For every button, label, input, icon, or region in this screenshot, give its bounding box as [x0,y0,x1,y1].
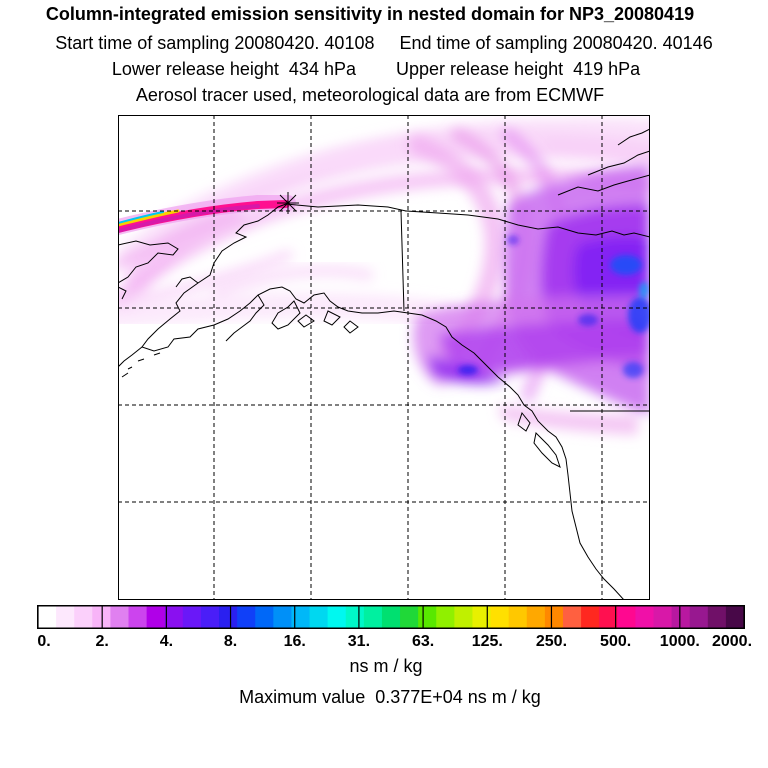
colorbar-segment [562,606,582,628]
figure-title: Column-integrated emission sensitivity i… [45,4,695,24]
release-plume-band [118,195,296,235]
maximum-value-label: Maximum value 0.377E+04 ns m / kg [239,687,541,707]
colorbar-segment [725,606,745,628]
colorbar-tick-label: 2000. [711,633,753,650]
colorbar-frame [37,605,745,629]
colorbar-tick-label: 4. [159,633,174,650]
colorbar-segment [164,606,184,628]
colorbar-segment [56,606,75,628]
colorbar-tick-label: 1000. [659,633,700,650]
colorbar-segment [671,606,691,628]
colorbar-tick-label: 250. [535,633,568,650]
colorbar-segment [381,606,401,628]
sampling-times: Start time of sampling 20080420. 40108 E… [55,33,713,53]
release-point-star-marker [277,192,299,214]
colorbar-segment [472,606,492,628]
colorbar-tick-label: 8. [223,633,238,650]
colorbar-tick-label: 500. [600,633,632,650]
colorbar-segment [273,606,292,628]
colorbar-segment [400,606,419,628]
colorbar-tick-label: 16. [283,633,306,650]
colorbar [37,605,745,629]
colorbar-segment [110,606,130,628]
colorbar-tick-label: 63. [411,633,435,650]
colorbar-segment [490,606,510,628]
colorbar-segment [345,606,365,628]
graticule [118,115,650,600]
colorbar-segment [653,606,673,628]
colorbar-segment [128,606,148,628]
colorbar-segment [635,606,654,628]
colorbar-segment [200,606,220,628]
colorbar-segment [237,606,256,628]
colorbar-tick-label: 125. [471,633,503,650]
colorbar-segment [327,606,347,628]
colorbar-segment [508,606,528,628]
sensitivity-map [118,115,650,600]
colorbar-segment [689,606,709,628]
colorbar-unit-label: ns m / kg [349,656,423,676]
colorbar-tick-label: 31. [347,633,371,650]
colorbar-segment [599,606,618,628]
colorbar-segment [454,606,473,628]
colorbar-segment [38,606,57,628]
colorbar-segment [146,606,166,628]
colorbar-segment [255,606,274,628]
colorbar-segment [182,606,202,628]
colorbar-segment [291,606,311,628]
colorbar-segment [418,606,437,628]
colorbar-segment [219,606,238,628]
data-source-note: Aerosol tracer used, meteorological data… [135,85,605,105]
colorbar-segment [309,606,329,628]
colorbar-segment [363,606,383,628]
colorbar-tick-label: 2. [95,633,109,650]
colorbar-segment [581,606,600,628]
colorbar-segment [544,606,564,628]
colorbar-segment [526,606,546,628]
colorbar-segment [436,606,455,628]
colorbar-segment [617,606,636,628]
colorbar-segment [74,606,93,628]
colorbar-segment [707,606,727,628]
colorbar-tick-label: 0. [37,633,51,650]
map-frame [118,115,650,600]
release-heights: Lower release height 434 hPa Upper relea… [111,59,641,79]
